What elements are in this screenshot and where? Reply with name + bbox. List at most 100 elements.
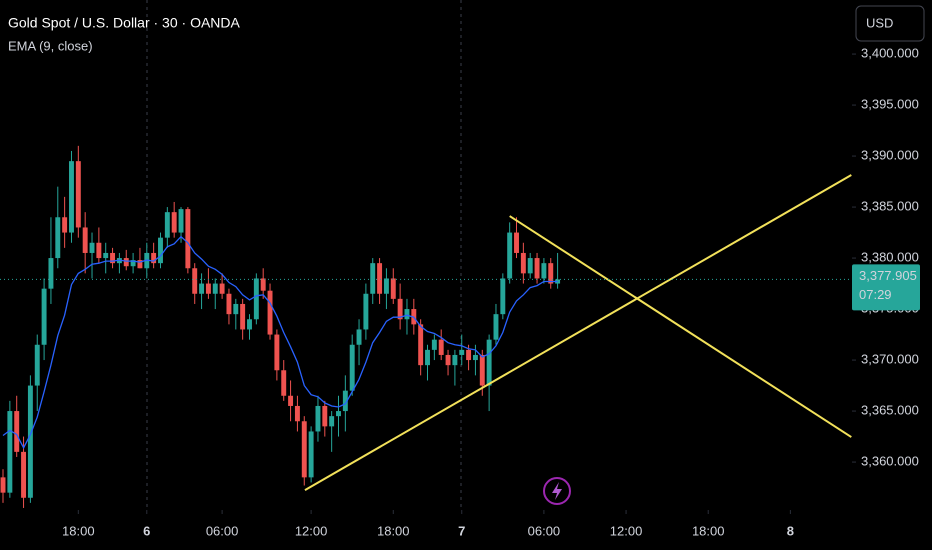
candle-body [21,451,27,498]
candle-body [185,209,191,269]
candle-body [7,411,13,493]
candle-body [356,329,362,345]
candle-body [205,283,211,294]
candle-body [89,242,95,253]
candle-body [315,405,321,432]
x-tick-label: 18:00 [377,523,410,538]
candle-body [349,344,355,391]
candle-body [103,252,109,259]
candle-body [158,237,163,264]
candle-body [445,354,451,366]
x-tick-label: 12:00 [610,523,643,538]
candle-body [479,354,485,386]
candle-body [233,303,239,315]
candle-body [294,405,300,422]
x-tick-label: 06:00 [206,523,239,538]
candle-body [548,263,554,284]
candle-body [390,278,396,299]
candle-body [199,283,205,294]
candle-body [260,278,266,291]
currency-label: USD [866,15,893,30]
candle-body [431,339,437,350]
candle-body [520,252,526,274]
y-tick-label: 3,360.000 [861,453,919,468]
candle-body [267,290,273,335]
candle-body [253,278,259,320]
candle-body [130,260,136,267]
candle-body [541,263,547,279]
candle-body [500,278,506,315]
candle-body [110,252,116,264]
candle-body [82,227,88,253]
axes: 3,360.0003,365.0003,370.0003,375.0003,38… [62,45,920,538]
candle-body [363,293,369,330]
candle-body [151,252,157,264]
candle-body [308,431,314,478]
trendline [304,174,852,491]
x-tick-label: 7 [458,523,465,538]
candle-body [336,411,341,417]
last-price-label: 3,377.905 [859,268,917,283]
countdown-label: 07:29 [859,287,892,302]
candle-body [404,309,410,320]
candle-body [171,212,177,233]
candle-body [438,339,444,355]
event-icon[interactable] [543,477,571,505]
y-tick-label: 3,380.000 [861,249,919,264]
y-tick-label: 3,385.000 [861,198,919,213]
candle-body [192,268,198,294]
candle-body [418,324,424,366]
candle-body [75,161,81,228]
y-tick-label: 3,395.000 [861,96,919,111]
candle-body [27,385,33,498]
trendline [509,215,852,438]
candle-body [41,288,47,345]
candle-body [34,344,40,386]
candle-body [281,370,287,396]
candle-body [472,354,478,361]
x-tick-label: 06:00 [528,523,561,538]
candle-body [397,298,403,320]
candle-body [247,319,252,330]
candle-body [96,242,102,259]
candle-body [274,334,280,371]
candle-body [226,293,232,315]
candle-body [425,349,430,366]
candle-body [0,477,6,493]
chart-title: Gold Spot / U.S. Dollar · 30 · OANDA [8,15,241,31]
candle-body [14,411,20,452]
last-price-box [852,264,920,311]
plot-area [0,145,852,508]
x-tick-label: 8 [787,523,794,538]
candle-body [459,349,465,355]
lightning-glyph [552,482,562,500]
candle-body [377,263,383,294]
candle-body [514,232,519,253]
candle-body [219,283,225,294]
candle-body [329,416,335,427]
candle-body [123,258,129,267]
candle-body [178,209,184,233]
y-tick-label: 3,390.000 [861,147,919,162]
candle-body [62,217,68,233]
candle-body [212,283,218,294]
candle-body [452,354,458,366]
candle-body [288,395,294,406]
x-tick-label: 6 [143,523,150,538]
candle-body [240,303,246,330]
y-tick-label: 3,400.000 [861,45,919,60]
ema-line [2,235,558,450]
candle-body [55,217,61,259]
indicator-legend: EMA (9, close) [8,38,93,53]
candle-body [466,349,472,361]
candle-body [301,421,307,478]
y-tick-label: 3,365.000 [861,402,919,417]
candle-body [137,260,143,269]
candle-body [322,405,328,427]
x-tick-label: 18:00 [62,523,95,538]
currency-button[interactable] [855,5,925,42]
candle-body [486,339,492,386]
candle-body [164,212,170,238]
